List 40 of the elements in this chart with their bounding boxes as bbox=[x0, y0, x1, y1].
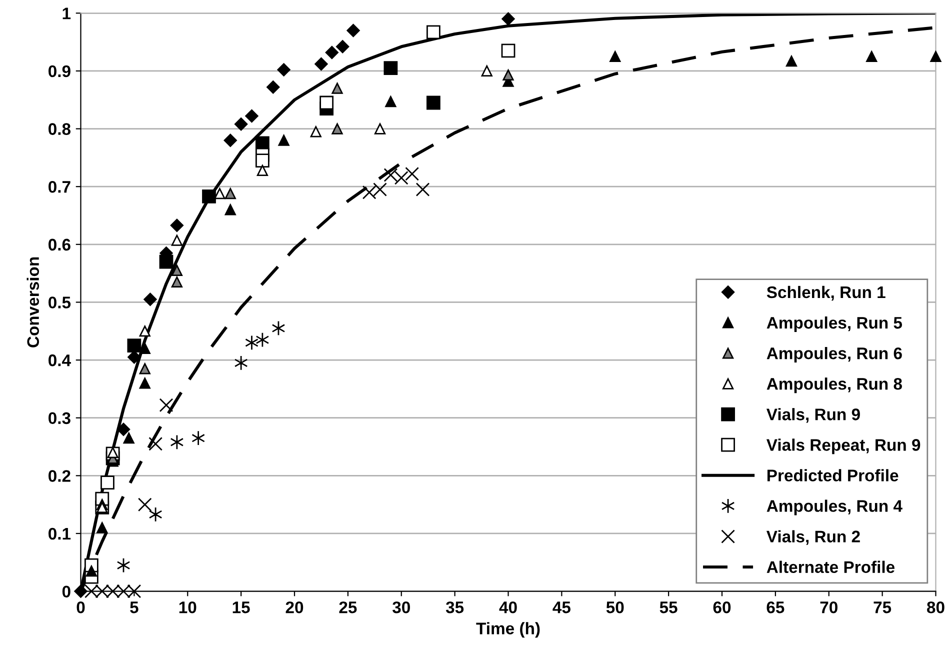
legend-label: Predicted Profile bbox=[767, 469, 898, 482]
x-tick-label: 0 bbox=[76, 601, 85, 614]
x-tick-label: 25 bbox=[339, 601, 357, 614]
y-tick-label: 0.5 bbox=[48, 296, 71, 308]
x-tick-label: 30 bbox=[392, 601, 410, 614]
x-tick-label: 45 bbox=[552, 602, 570, 614]
legend-label: Ampoules, Run 6 bbox=[766, 347, 902, 363]
y-tick-label: 0.7 bbox=[48, 180, 70, 193]
legend-label: Vials, Run 2 bbox=[766, 530, 860, 545]
legend-label: Alternate Profile bbox=[766, 560, 895, 574]
x-tick-label: 10 bbox=[179, 601, 196, 614]
x-tick-label: 60 bbox=[713, 601, 731, 614]
y-tick-label: 0.1 bbox=[48, 528, 71, 540]
legend-label: Vials, Run 9 bbox=[766, 408, 860, 423]
x-tick-label: 70 bbox=[820, 601, 838, 614]
x-axis-title: Time (h) bbox=[476, 622, 540, 638]
x-tick-label: 20 bbox=[286, 601, 304, 614]
y-tick-label: 0 bbox=[62, 586, 70, 598]
legend-label: Ampoules, Run 8 bbox=[766, 378, 902, 394]
y-axis-title: Conversion bbox=[26, 257, 40, 348]
legend-label: Ampoules, Run 4 bbox=[766, 500, 902, 516]
legend-label: Schlenk, Run 1 bbox=[766, 286, 886, 301]
y-tick-label: 0.3 bbox=[48, 412, 70, 424]
x-tick-label: 75 bbox=[874, 602, 892, 614]
x-tick-label: 80 bbox=[927, 601, 944, 614]
x-tick-label: 55 bbox=[660, 602, 678, 614]
x-tick-label: 5 bbox=[130, 602, 138, 614]
legend-label: Ampoules, Run 5 bbox=[766, 316, 902, 332]
y-tick-label: 1 bbox=[62, 8, 71, 20]
y-tick-label: 0.8 bbox=[48, 123, 71, 135]
y-tick-label: 0.6 bbox=[48, 238, 70, 251]
x-tick-label: 40 bbox=[499, 601, 517, 614]
y-tick-label: 0.4 bbox=[48, 354, 71, 366]
x-tick-label: 50 bbox=[606, 601, 624, 614]
x-tick-label: 65 bbox=[766, 601, 784, 614]
y-tick-label: 0.9 bbox=[48, 65, 70, 78]
x-tick-label: 35 bbox=[446, 601, 464, 614]
x-tick-label: 15 bbox=[232, 602, 250, 614]
legend-label: Vials Repeat, Run 9 bbox=[766, 438, 920, 454]
y-tick-label: 0.2 bbox=[48, 470, 70, 482]
